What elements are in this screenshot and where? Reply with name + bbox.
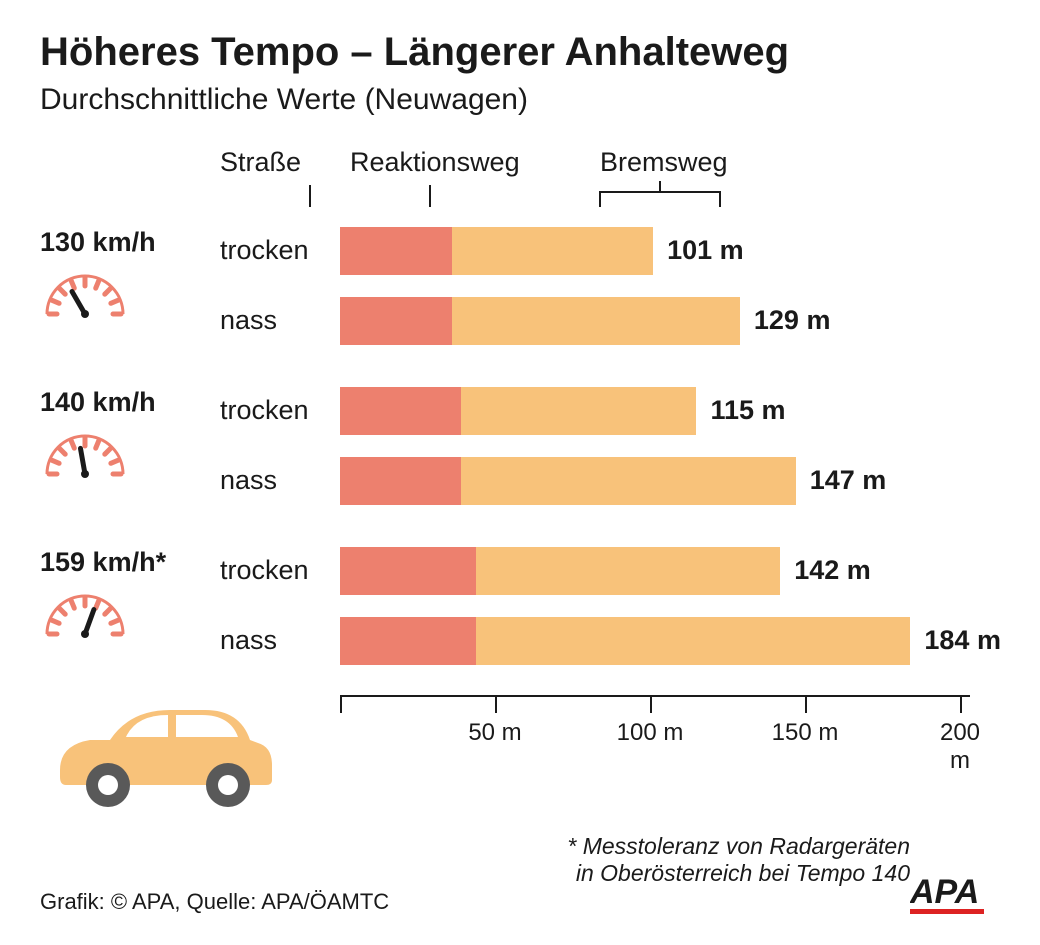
bar-value-label: 184 m — [924, 625, 1001, 656]
logo-underline — [910, 909, 984, 914]
speed-label: 140 km/h — [40, 387, 210, 418]
car-icon — [40, 685, 280, 815]
axis-tick-label: 150 m — [772, 719, 839, 747]
bar-value-label: 129 m — [754, 305, 831, 336]
axis-tick-label: 200 m — [940, 719, 980, 775]
reaction-bar — [340, 227, 452, 275]
reaction-bar — [340, 387, 461, 435]
header-brackets — [40, 147, 1000, 227]
reaction-bar — [340, 297, 452, 345]
speed-label: 130 km/h — [40, 227, 210, 258]
bar-chart: 130 km/h trocken 101 m nass 129 m 140 km/h t… — [40, 227, 1000, 687]
braking-bar — [476, 547, 780, 595]
infographic-frame: Höheres Tempo – Längerer Anhalteweg Durc… — [0, 0, 1040, 945]
condition-label: nass — [220, 465, 330, 496]
apa-logo: APA — [910, 867, 1000, 917]
speed-group: 140 km/h trocken 115 m nass 147 m — [40, 387, 1000, 527]
speed-label: 159 km/h* — [40, 547, 210, 578]
condition-label: trocken — [220, 555, 330, 586]
footnote-line1: * Messtoleranz von Radargeräten — [567, 833, 910, 860]
page-subtitle: Durchschnittliche Werte (Neuwagen) — [40, 83, 1000, 117]
speed-column: 130 km/h — [40, 227, 210, 323]
speed-column: 159 km/h* — [40, 547, 210, 643]
reaction-bar — [340, 617, 476, 665]
x-axis: 50 m 100 m 150 m 200 m — [340, 695, 980, 775]
reaction-bar — [340, 457, 461, 505]
condition-label: trocken — [220, 235, 330, 266]
speed-group: 159 km/h* trocken 142 m nass 184 m — [40, 547, 1000, 687]
bar-value-label: 115 m — [711, 395, 786, 426]
braking-bar — [452, 227, 654, 275]
braking-bar — [461, 387, 697, 435]
gauge-icon — [40, 268, 210, 323]
bar-value-label: 142 m — [794, 555, 871, 586]
condition-label: nass — [220, 625, 330, 656]
gauge-icon — [40, 428, 210, 483]
page-title: Höheres Tempo – Längerer Anhalteweg — [40, 30, 1000, 75]
condition-label: nass — [220, 305, 330, 336]
condition-label: trocken — [220, 395, 330, 426]
bar-value-label: 101 m — [667, 235, 744, 266]
axis-tick-label: 100 m — [617, 719, 684, 747]
logo-text: APA — [910, 873, 979, 911]
speed-column: 140 km/h — [40, 387, 210, 483]
gauge-icon — [40, 588, 210, 643]
bar-value-label: 147 m — [810, 465, 887, 496]
reaction-bar — [340, 547, 476, 595]
braking-bar — [452, 297, 740, 345]
footnote: * Messtoleranz von Radargeräten in Oberö… — [567, 833, 910, 887]
speed-group: 130 km/h trocken 101 m nass 129 m — [40, 227, 1000, 367]
braking-bar — [461, 457, 796, 505]
legend-header: Straße Reaktionsweg Bremsweg — [40, 147, 1000, 227]
braking-bar — [476, 617, 910, 665]
footnote-line2: in Oberösterreich bei Tempo 140 — [567, 860, 910, 887]
axis-tick-label: 50 m — [468, 719, 521, 747]
credits: Grafik: © APA, Quelle: APA/ÖAMTC — [40, 889, 389, 915]
